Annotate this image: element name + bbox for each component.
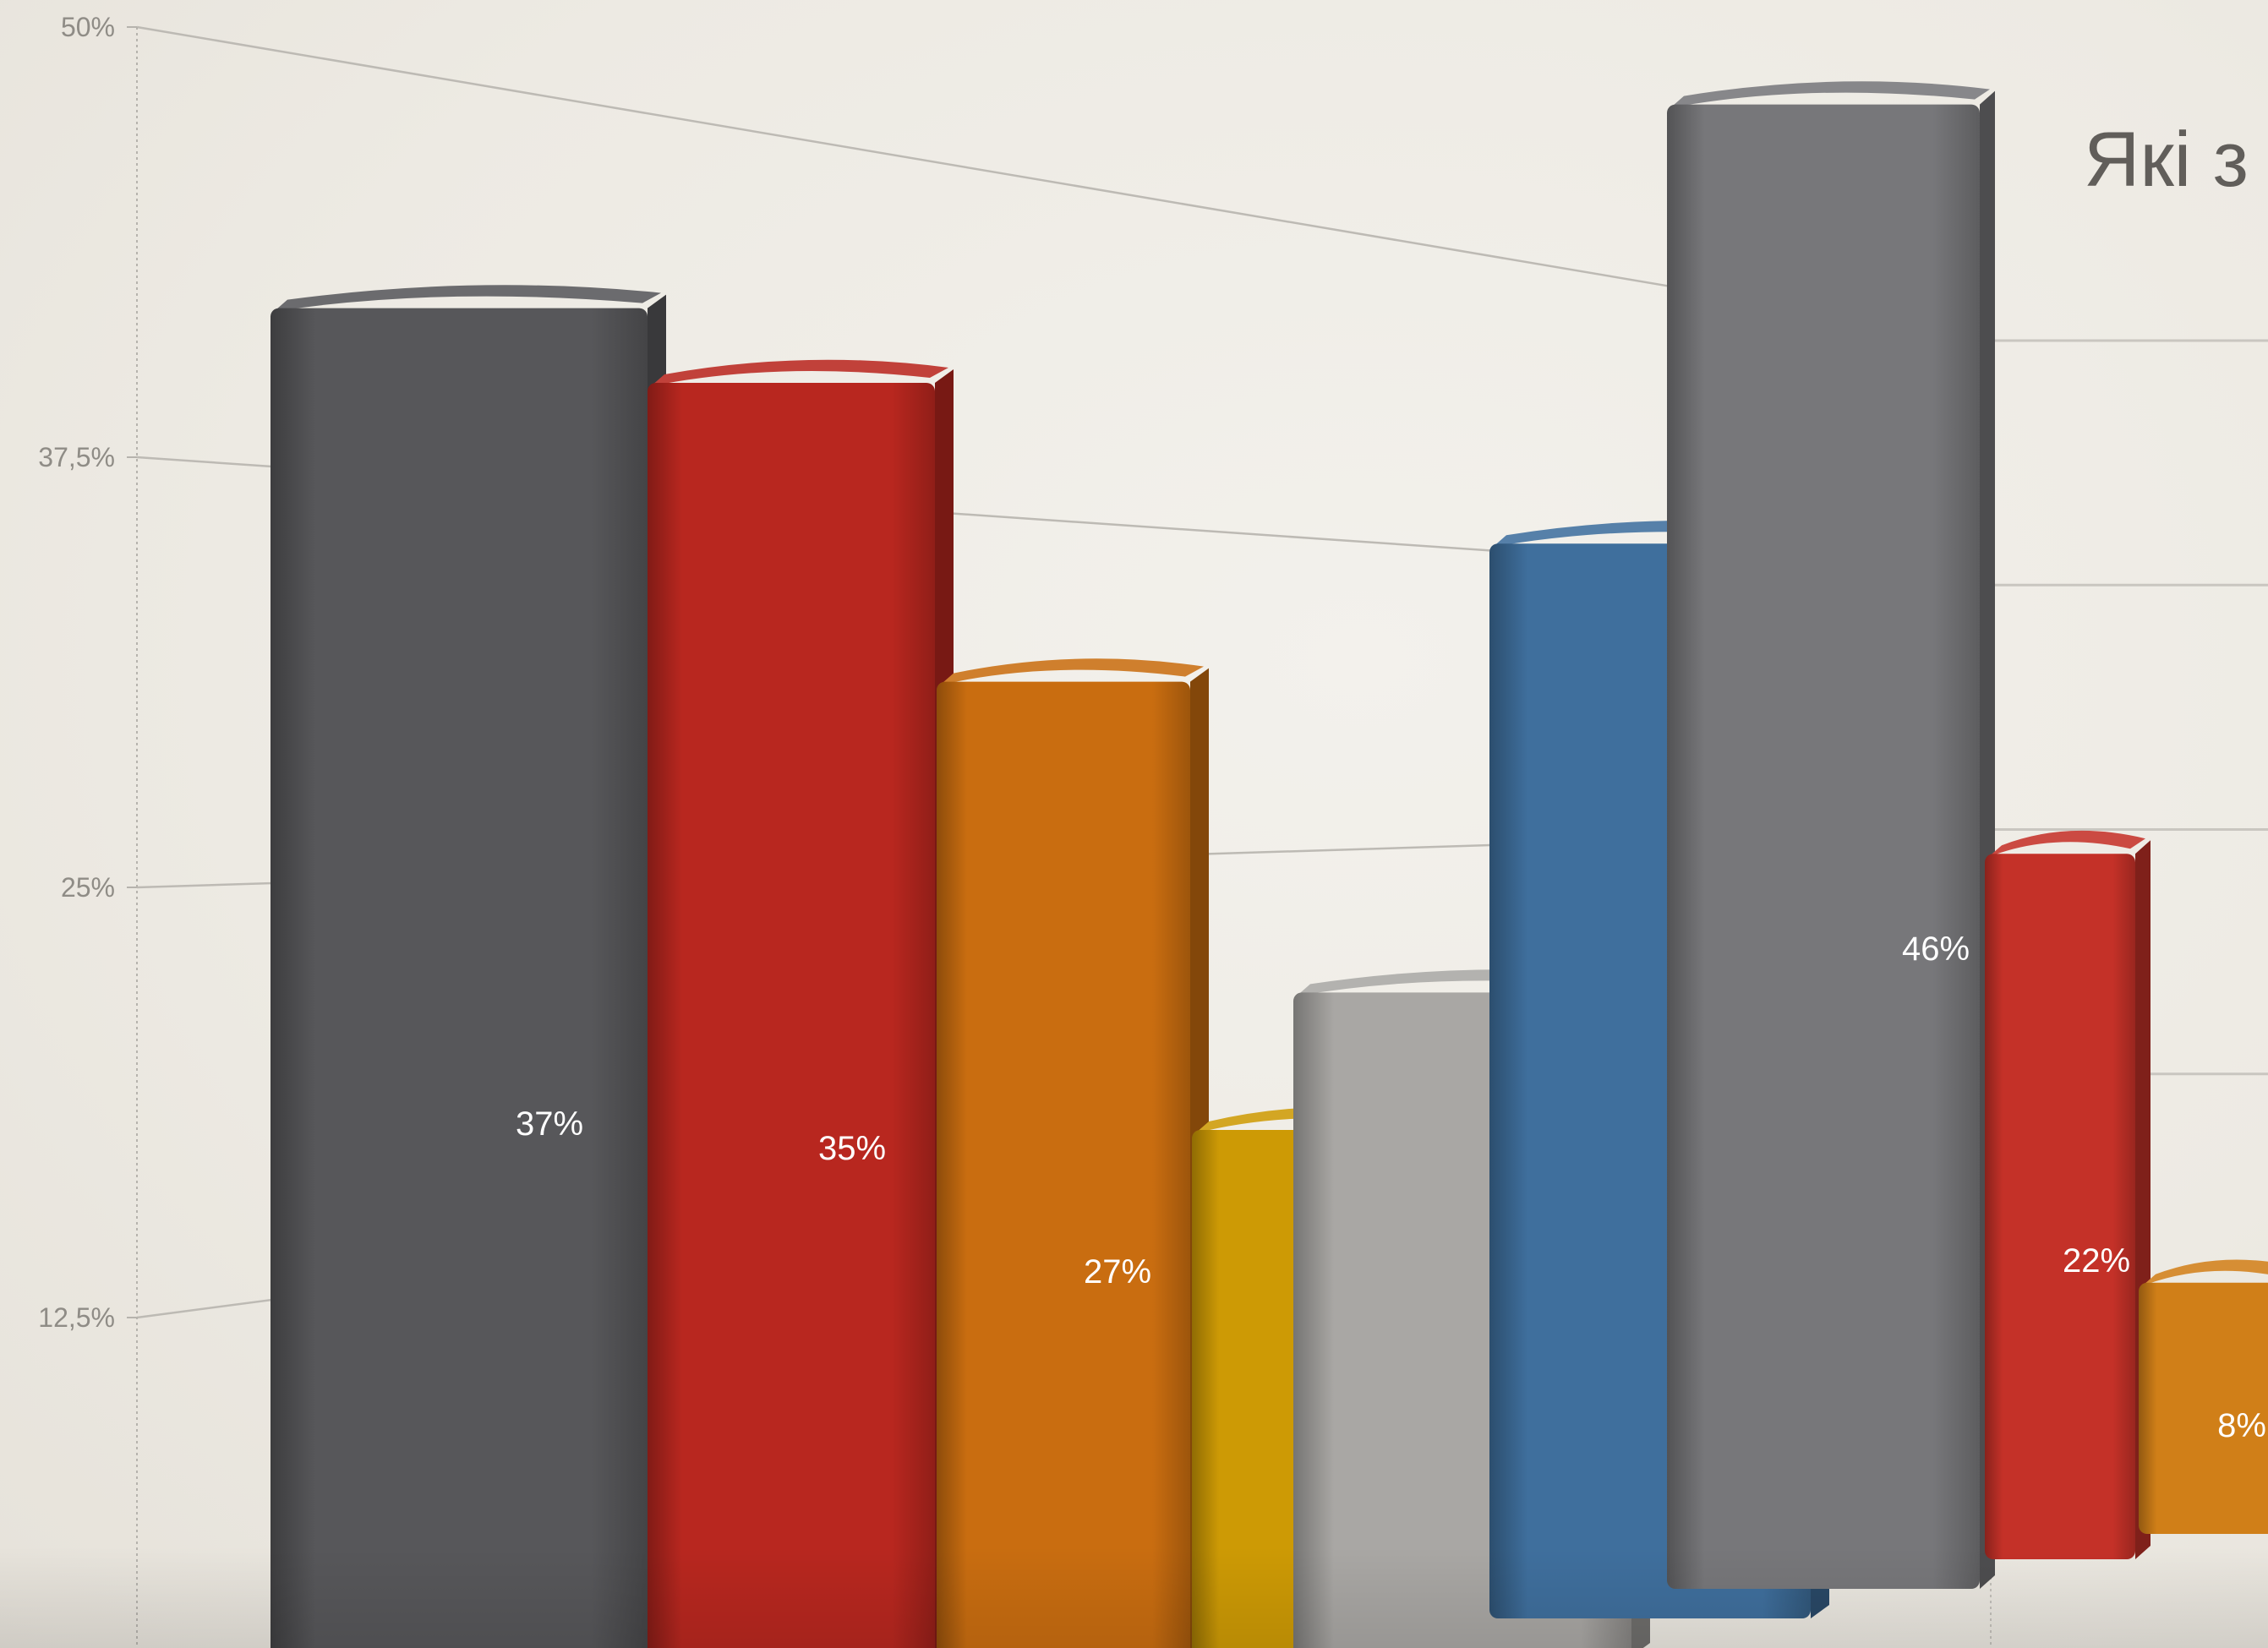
bar-front xyxy=(271,308,648,1648)
bar-top xyxy=(651,359,948,386)
y-tick-label: 12,5% xyxy=(38,1302,115,1333)
bar-front xyxy=(1667,104,1980,1590)
bar-top xyxy=(274,285,661,312)
bar-top xyxy=(2142,1259,2268,1286)
bar: 46% xyxy=(1667,81,1995,1590)
data-label: 27% xyxy=(1084,1253,1151,1291)
bars: 37%35%27%15%18%29%46%22%8% xyxy=(271,81,2268,1648)
data-label: 46% xyxy=(1902,930,1970,968)
y-tick-label: 25% xyxy=(61,872,115,903)
bar-top xyxy=(1988,830,2145,858)
chart-title: Які з xyxy=(2084,117,2249,203)
bar-front xyxy=(1985,854,2135,1559)
bar-front xyxy=(937,681,1190,1648)
y-tick-label: 37,5% xyxy=(38,442,115,472)
data-label: 22% xyxy=(2063,1242,2130,1280)
y-tick-label: 50% xyxy=(61,12,115,42)
data-label: 35% xyxy=(818,1130,886,1167)
bar-front xyxy=(2139,1282,2268,1534)
bar-top xyxy=(940,658,1204,685)
bar: 35% xyxy=(648,359,954,1648)
bar: 22% xyxy=(1985,830,2151,1559)
bar: 37% xyxy=(271,285,666,1648)
data-label: 37% xyxy=(516,1105,583,1143)
data-label: 8% xyxy=(2217,1407,2266,1444)
bar: 27% xyxy=(937,658,1209,1648)
bar: 8% xyxy=(2139,1259,2268,1534)
bar-top xyxy=(1670,81,1990,108)
floor-shadow xyxy=(0,1547,2268,1648)
bar-front xyxy=(648,383,935,1648)
